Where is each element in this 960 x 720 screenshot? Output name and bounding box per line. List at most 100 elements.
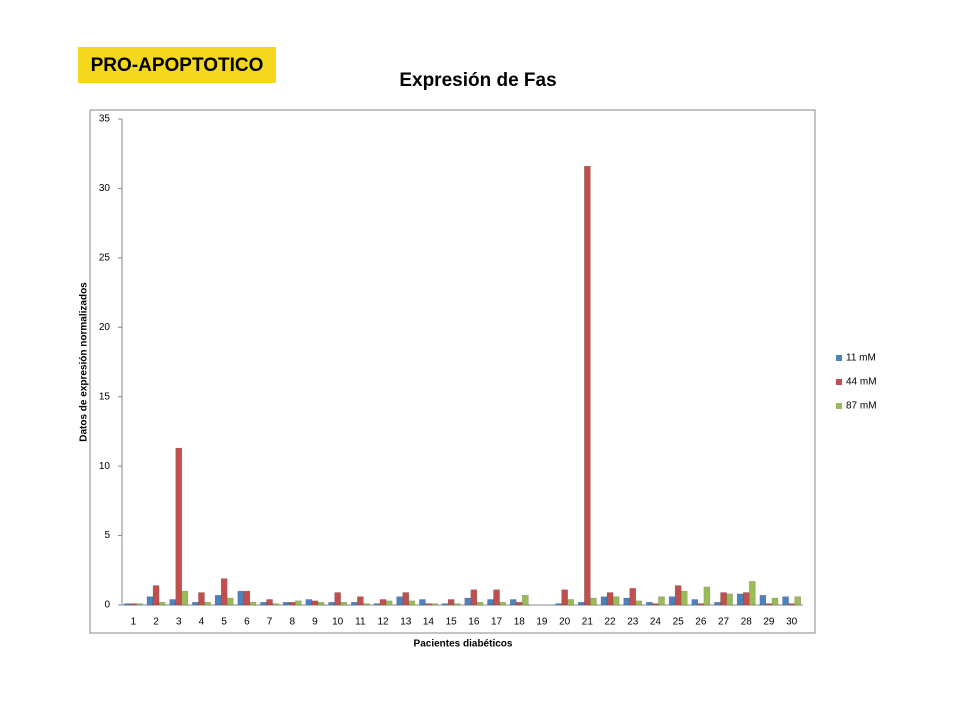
- bar: [260, 601, 267, 606]
- bar: [317, 601, 325, 606]
- bar: [204, 601, 211, 606]
- bar: [680, 590, 688, 606]
- bar: [334, 592, 341, 606]
- x-tick-label: 4: [199, 617, 205, 628]
- bar: [408, 600, 416, 606]
- bar: [146, 596, 154, 606]
- bar: [759, 595, 767, 606]
- y-tick-label: 25: [99, 252, 111, 263]
- bar: [464, 597, 472, 606]
- bar: [169, 599, 176, 606]
- x-tick-label: 26: [695, 617, 707, 628]
- bar: [765, 603, 773, 606]
- bar: [470, 589, 478, 606]
- x-tick-label: 15: [446, 617, 458, 628]
- bar: [652, 603, 659, 606]
- bar: [782, 596, 789, 606]
- x-tick-label: 2: [153, 617, 159, 628]
- bar: [600, 596, 608, 606]
- bar: [175, 447, 183, 606]
- bar: [295, 600, 302, 606]
- bar: [674, 585, 682, 606]
- bar: [623, 597, 630, 606]
- bar: [402, 592, 410, 606]
- bar: [282, 601, 290, 606]
- y-tick-label: 5: [104, 530, 110, 541]
- bar: [646, 601, 653, 606]
- bar: [340, 601, 347, 606]
- bar: [379, 599, 387, 606]
- bar: [726, 593, 733, 606]
- y-tick-label: 30: [99, 183, 111, 194]
- legend-swatch: [836, 379, 842, 385]
- bar: [691, 599, 699, 606]
- legend-swatch: [836, 403, 842, 409]
- x-tick-label: 17: [491, 617, 503, 628]
- bar: [396, 596, 403, 606]
- x-tick-label: 9: [312, 617, 318, 628]
- bar: [266, 599, 273, 606]
- bar: [373, 603, 381, 606]
- x-tick-label: 23: [627, 617, 639, 628]
- x-tick-label: 21: [582, 617, 594, 628]
- bar: [635, 600, 643, 606]
- slide-label: PRO-APOPTOTICO: [91, 55, 264, 76]
- bar: [136, 603, 143, 606]
- bar: [152, 585, 160, 606]
- x-axis-label: Pacientes diabéticos: [414, 639, 513, 650]
- bar: [385, 600, 393, 606]
- bar: [612, 596, 620, 606]
- bar: [629, 588, 637, 606]
- x-tick-label: 30: [786, 617, 798, 628]
- bar: [561, 589, 568, 606]
- bar: [249, 601, 257, 606]
- bar: [181, 590, 189, 606]
- x-tick-label: 22: [604, 617, 616, 628]
- x-tick-label: 12: [377, 617, 389, 628]
- bar: [158, 601, 166, 606]
- bar: [749, 581, 756, 606]
- x-tick-label: 16: [468, 617, 480, 628]
- bar: [515, 601, 523, 606]
- bar: [305, 599, 313, 606]
- x-tick-label: 19: [536, 617, 548, 628]
- bar: [351, 601, 358, 606]
- bar: [794, 596, 801, 606]
- bar: [578, 601, 585, 606]
- bar: [487, 599, 494, 606]
- bar: [431, 603, 438, 606]
- bar: [736, 593, 744, 606]
- y-tick-label: 0: [104, 600, 110, 611]
- bar: [567, 599, 574, 606]
- bar: [668, 596, 676, 606]
- bar: [214, 595, 222, 606]
- bar: [198, 592, 205, 606]
- bar: [328, 601, 335, 606]
- bar: [714, 601, 721, 606]
- bar: [590, 597, 597, 606]
- bar: [720, 592, 727, 606]
- x-tick-label: 1: [131, 617, 137, 628]
- y-tick-label: 35: [99, 114, 111, 125]
- bar: [584, 165, 591, 606]
- x-tick-label: 20: [559, 617, 571, 628]
- bar: [220, 578, 228, 606]
- x-tick-label: 18: [514, 617, 526, 628]
- legend-label: 44 mM: [846, 377, 877, 388]
- y-tick-label: 20: [99, 322, 111, 333]
- bar: [476, 601, 484, 606]
- bar: [522, 595, 529, 606]
- bar: [272, 603, 279, 606]
- legend-label: 87 mM: [846, 401, 877, 412]
- bar: [509, 599, 517, 606]
- y-tick-label: 15: [99, 391, 111, 402]
- bar: [493, 589, 500, 606]
- x-tick-label: 3: [176, 617, 182, 628]
- bar: [425, 603, 432, 606]
- bar: [788, 603, 795, 606]
- bar: [124, 603, 131, 606]
- x-tick-label: 5: [221, 617, 227, 628]
- bar: [441, 603, 449, 606]
